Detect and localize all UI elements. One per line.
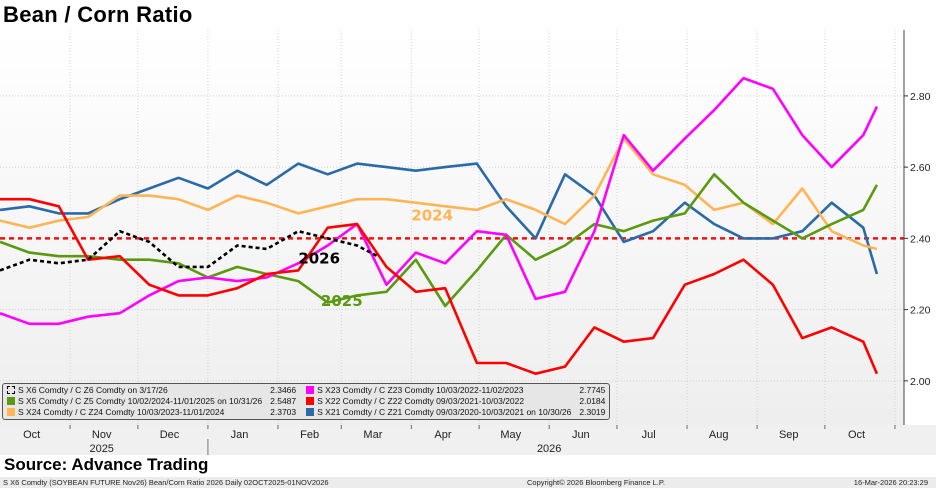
x-tick-label: Dec — [160, 429, 180, 441]
y-tick-label: 2.40 — [910, 233, 931, 245]
x-tick-label: Mar — [363, 429, 382, 441]
legend-label: S X24 Comdty / C Z24 Comdty 10/03/2023-1… — [18, 407, 225, 417]
y-tick-label: 2.00 — [910, 376, 931, 388]
series-line-5 — [0, 229, 379, 272]
legend-label: S X22 Comdty / C Z22 Comdty 09/03/2021-1… — [317, 396, 525, 406]
legend-entry: S X21 Comdty / C Z21 Comdty 09/03/2020-1… — [306, 407, 605, 418]
x-tick-label: Aug — [709, 429, 729, 441]
footer-copyright: Copyright© 2026 Bloomberg Finance L.P. — [527, 478, 665, 487]
chart-title: Bean / Corn Ratio — [3, 2, 193, 27]
x-tick-label: Jun — [572, 429, 590, 441]
legend-entry: S X23 Comdty / C Z23 Comdty 10/03/2022-1… — [306, 385, 605, 396]
legend-label: S X21 Comdty / C Z21 Comdty 09/03/2020-1… — [317, 407, 572, 417]
y-tick-label: 2.20 — [910, 305, 931, 317]
legend-entry: S X5 Comdty / C Z5 Comdty 10/02/2024-11/… — [7, 396, 296, 407]
legend-value: 2.3703 — [270, 407, 297, 417]
x-year-label: 2026 — [537, 443, 561, 455]
footer-bar: S X6 Comdty (SOYBEAN FUTURE Nov26) Bean/… — [0, 477, 936, 488]
legend-label: S X23 Comdty / C Z23 Comdty 10/03/2022-1… — [317, 385, 524, 395]
legend-swatch — [306, 397, 315, 405]
legend-swatch — [7, 397, 15, 405]
legend: S X6 Comdty / C Z6 Comdty on 3/17/26 2.34… — [2, 383, 611, 420]
legend-swatch — [306, 386, 315, 394]
footer-security: S X6 Comdty (SOYBEAN FUTURE Nov26) Bean/… — [3, 478, 329, 487]
legend-label: S X6 Comdty / C Z6 Comdty on 3/17/26 — [18, 385, 168, 395]
legend-entry: S X22 Comdty / C Z22 Comdty 09/03/2021-1… — [306, 396, 605, 407]
x-tick-label: Oct — [848, 429, 865, 441]
plot-area — [0, 30, 904, 425]
annotation-label: 2026 — [298, 249, 340, 267]
x-tick-label: May — [500, 429, 521, 441]
legend-swatch — [7, 408, 15, 416]
series-line-2 — [0, 173, 879, 308]
x-tick-label: Oct — [23, 429, 40, 441]
footer-timestamp: 16-Mar-2026 20:23:29 — [853, 478, 928, 487]
x-tick-label: Nov — [92, 429, 112, 441]
y-tick-label: 2.80 — [910, 91, 931, 103]
source-note: Source: Advance Trading — [4, 455, 209, 474]
legend-label: S X5 Comdty / C Z5 Comdty 10/02/2024-11/… — [18, 396, 263, 406]
x-tick-label: Jul — [642, 429, 656, 441]
x-year-label: 2025 — [89, 443, 113, 455]
legend-value: 2.3466 — [270, 385, 297, 395]
x-tick-label: Apr — [434, 429, 451, 441]
series-line-3 — [0, 76, 879, 326]
x-axis-labels: Oct Nov Dec Jan Feb Mar Apr May Jun Jul Aug Sep Oct 2… — [23, 425, 896, 455]
legend-value: 2.5487 — [270, 396, 297, 406]
x-tick-label: Jan — [231, 429, 249, 441]
annotation-label: 2025 — [321, 292, 363, 310]
x-axis — [0, 425, 936, 455]
legend-entry: S X6 Comdty / C Z6 Comdty on 3/17/26 2.34… — [7, 385, 296, 396]
legend-swatch — [7, 386, 15, 394]
legend-swatch — [306, 408, 315, 416]
legend-value: 2.3019 — [579, 407, 606, 417]
legend-value: 2.0184 — [579, 396, 606, 406]
x-tick-label: Sep — [779, 429, 799, 441]
series-line-4 — [0, 197, 879, 376]
legend-entry: S X24 Comdty / C Z24 Comdty 10/03/2023-1… — [7, 407, 296, 418]
x-tick-label: Feb — [300, 429, 319, 441]
y-tick-label: 2.60 — [910, 162, 931, 174]
legend-value: 2.7745 — [579, 385, 606, 395]
series-line-0 — [0, 162, 879, 275]
annotation-label: 2024 — [411, 207, 453, 225]
